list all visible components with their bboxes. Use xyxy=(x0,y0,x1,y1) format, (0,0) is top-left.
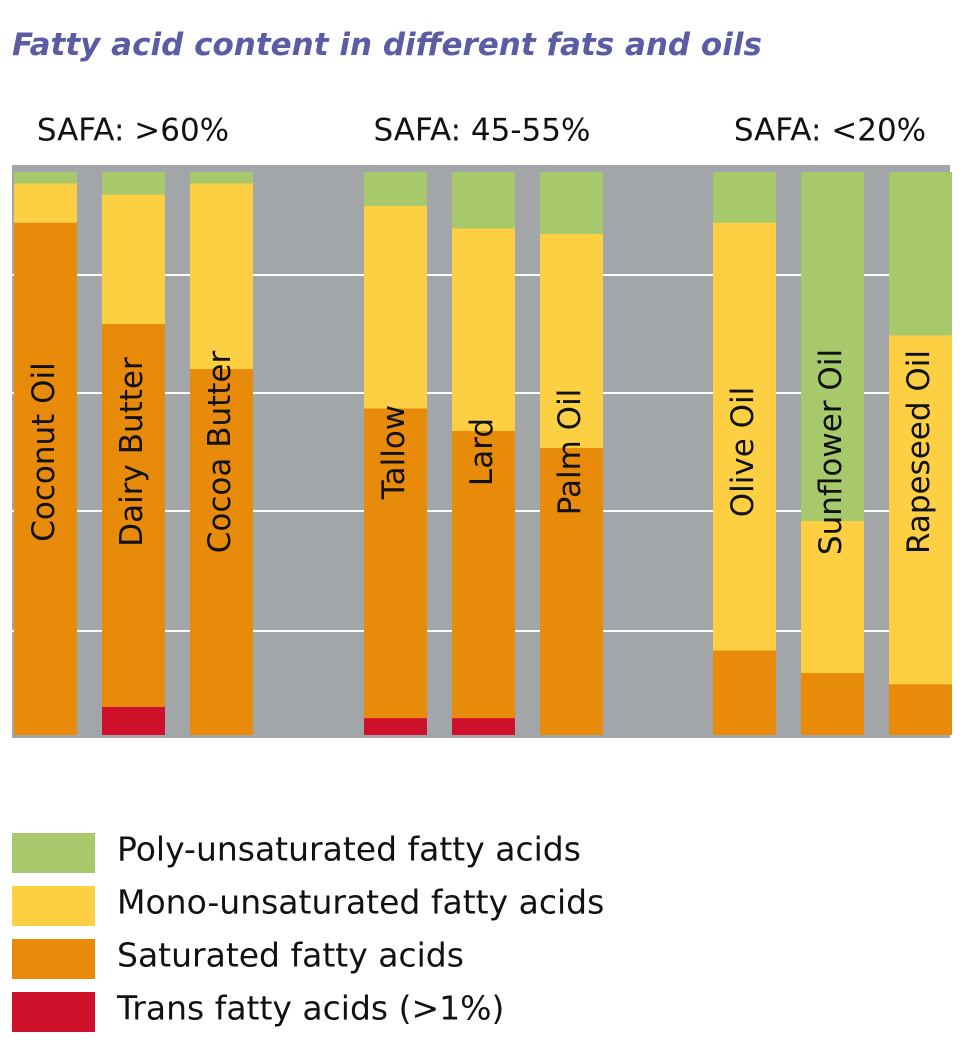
bar-segment xyxy=(801,673,864,735)
legend-label: Poly-unsaturated fatty acids xyxy=(117,830,581,869)
bar-segment xyxy=(540,233,603,448)
bar-segment xyxy=(14,172,77,184)
bar-segment xyxy=(102,194,165,325)
bar-segment xyxy=(713,222,776,651)
bar-segment xyxy=(14,183,77,223)
group-label: SAFA: >60% xyxy=(37,113,229,149)
bar-label: Dairy Butter xyxy=(114,357,150,547)
bar-segment xyxy=(364,718,427,735)
bar-label: Palm Oil xyxy=(552,389,588,516)
bar-segment xyxy=(713,172,776,223)
bar-segment xyxy=(14,222,77,736)
bar-label: Lard xyxy=(464,418,500,486)
bar-label: Cocoa Butter xyxy=(202,350,238,553)
bar-segment xyxy=(190,369,253,735)
bar-segment xyxy=(102,706,165,735)
group-label: SAFA: <20% xyxy=(734,113,926,149)
bar-segment xyxy=(801,172,864,522)
legend-label: Saturated fatty acids xyxy=(117,936,464,975)
bar-segment xyxy=(452,172,515,229)
bar-segment xyxy=(889,335,952,685)
bar-segment xyxy=(452,430,515,719)
legend-label: Mono-unsaturated fatty acids xyxy=(117,883,604,922)
bar-segment xyxy=(889,684,952,735)
legend-swatch xyxy=(12,833,95,873)
legend-label: Trans fatty acids (>1%) xyxy=(116,989,504,1028)
bar-label: Coconut Oil xyxy=(26,362,62,542)
bar-segment xyxy=(364,172,427,206)
bar-segment xyxy=(713,650,776,735)
chart-title: Fatty acid content in different fats and… xyxy=(12,27,762,63)
bar-segment xyxy=(364,408,427,719)
bar-label: Rapeseed Oil xyxy=(901,350,937,554)
legend-swatch xyxy=(12,886,95,926)
bar-segment xyxy=(452,718,515,735)
bar-label: Tallow xyxy=(376,405,412,500)
bar-segment xyxy=(190,183,253,370)
group-label: SAFA: 45-55% xyxy=(374,113,591,149)
bar-segment xyxy=(190,172,253,184)
bar-segment xyxy=(540,172,603,234)
bar-segment xyxy=(452,228,515,431)
bar-segment xyxy=(801,521,864,674)
bar-label: Sunflower Oil xyxy=(813,349,849,555)
bar-segment xyxy=(102,324,165,707)
legend-swatch xyxy=(12,939,95,979)
bar-segment xyxy=(540,447,603,735)
bar-segment xyxy=(889,172,952,336)
bar-segment xyxy=(364,205,427,409)
bar-label: Olive Oil xyxy=(725,387,761,518)
bar-segment xyxy=(102,172,165,195)
legend-swatch xyxy=(12,992,95,1032)
